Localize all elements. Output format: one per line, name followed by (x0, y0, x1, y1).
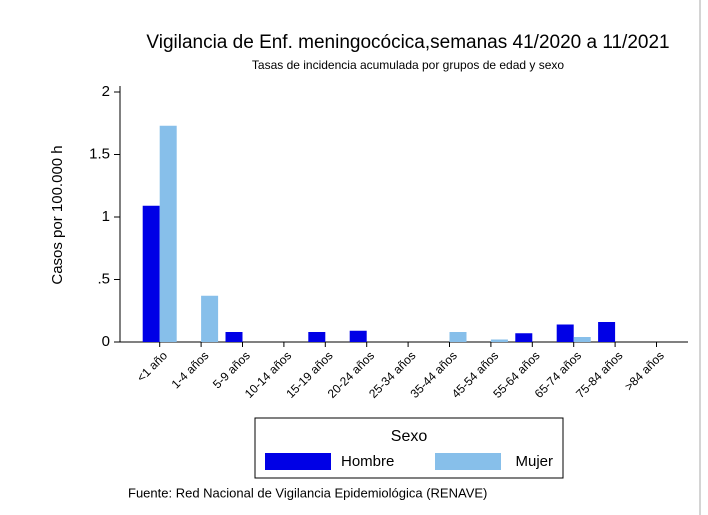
legend-label: Mujer (515, 453, 553, 470)
y-tick-label: 0 (102, 333, 110, 350)
bar (159, 125, 177, 342)
y-tick-label: 2 (102, 83, 110, 100)
bar (449, 332, 467, 342)
chart-subtitle: Tasas de incidencia acumulada por grupos… (252, 58, 565, 72)
x-tick-label: >84 años (622, 348, 667, 393)
legend-swatch (265, 453, 331, 470)
legend-swatch (435, 453, 501, 470)
y-axis-label: Casos por 100.000 h (49, 145, 66, 284)
bar (225, 332, 243, 342)
bar (201, 295, 219, 342)
bar (573, 337, 591, 342)
source-note: Fuente: Red Nacional de Vigilancia Epide… (128, 485, 487, 500)
chart-title: Vigilancia de Enf. meningocócica,semanas… (146, 32, 669, 53)
x-tick-label: 1-4 años (169, 348, 212, 391)
y-tick-label: .5 (97, 270, 110, 287)
legend-label: Hombre (341, 453, 394, 470)
x-tick-label: 5-9 años (210, 348, 253, 391)
bar (308, 332, 326, 342)
bar (490, 339, 508, 342)
bar (556, 324, 574, 342)
legend-title: Sexo (391, 428, 428, 445)
x-tick-label: <1 año (134, 348, 170, 384)
y-tick-label: 1 (102, 208, 110, 225)
bar (349, 330, 367, 342)
bar (142, 205, 160, 342)
y-tick-label: 1.5 (89, 145, 110, 162)
bar (515, 333, 533, 342)
bar (598, 322, 616, 342)
